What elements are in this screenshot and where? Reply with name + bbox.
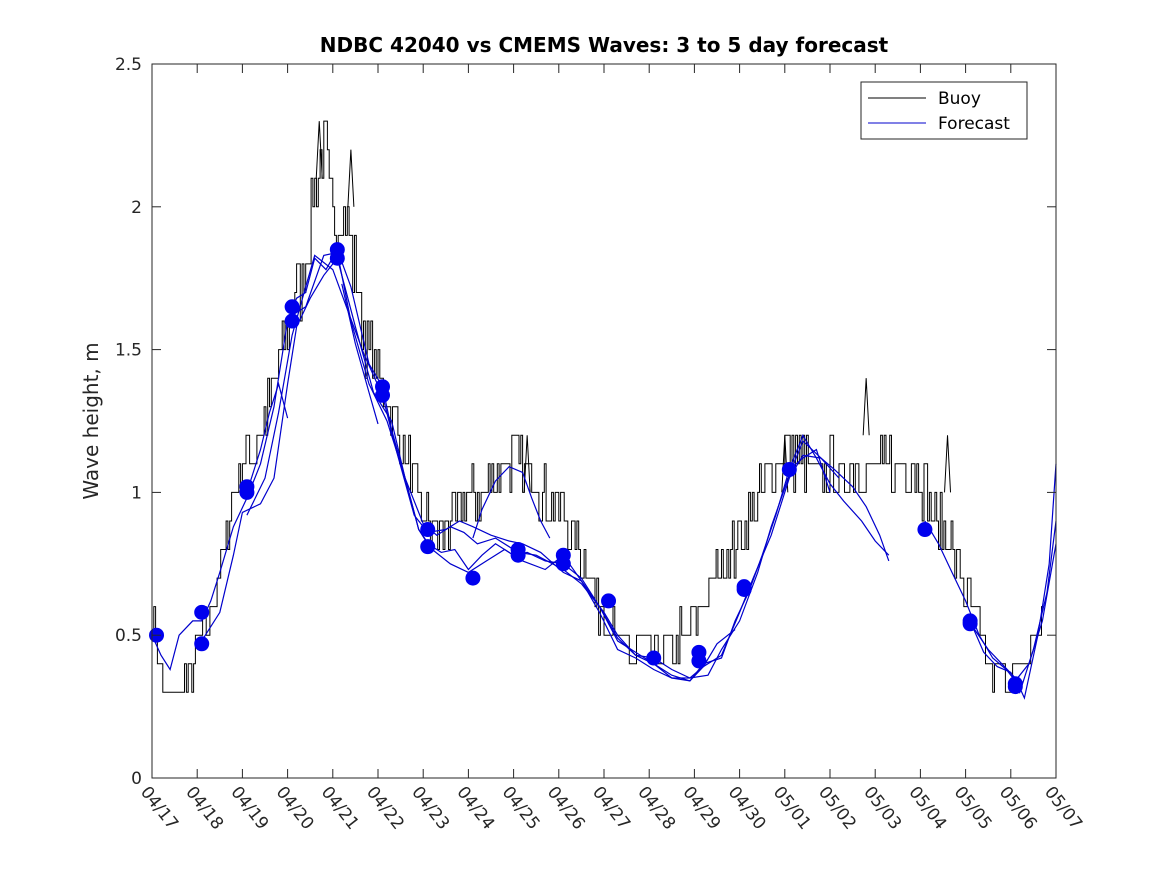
forecast-marker bbox=[555, 556, 571, 572]
forecast-series-line bbox=[472, 465, 551, 539]
forecast-marker bbox=[420, 522, 436, 538]
forecast-marker bbox=[329, 250, 345, 266]
forecast-marker bbox=[284, 313, 300, 329]
buoy-spike bbox=[315, 121, 323, 179]
forecast-marker bbox=[375, 387, 391, 403]
forecast-marker bbox=[646, 650, 662, 666]
buoy-spike bbox=[944, 435, 952, 493]
forecast-marker bbox=[194, 604, 210, 620]
legend-box bbox=[860, 81, 1028, 140]
buoy-spike bbox=[347, 149, 355, 207]
forecast-marker bbox=[465, 570, 481, 586]
legend: Buoy Forecast bbox=[860, 81, 1028, 140]
series-layer bbox=[149, 120, 1057, 700]
buoy-spike bbox=[862, 378, 870, 436]
forecast-marker bbox=[601, 593, 617, 609]
legend-forecast-label: Forecast bbox=[938, 114, 1010, 134]
y-tick-label: 1.5 bbox=[115, 341, 142, 361]
forecast-marker bbox=[239, 484, 255, 500]
forecast-marker bbox=[1007, 679, 1023, 695]
buoy-series-line bbox=[152, 120, 1044, 693]
forecast-marker bbox=[284, 299, 300, 315]
y-tick-label: 0 bbox=[131, 769, 142, 789]
forecast-marker bbox=[917, 522, 933, 538]
forecast-marker bbox=[510, 547, 526, 563]
y-axis-label: Wave height, m bbox=[79, 342, 103, 499]
forecast-marker bbox=[736, 582, 752, 598]
forecast-series-line bbox=[291, 251, 890, 679]
forecast-series-line bbox=[788, 433, 890, 556]
forecast-marker bbox=[781, 462, 797, 478]
forecast-series-line bbox=[246, 381, 289, 493]
y-tick-label: 0.5 bbox=[115, 626, 142, 646]
y-tick-label: 2.5 bbox=[115, 55, 142, 75]
buoy-spike bbox=[523, 435, 531, 493]
forecast-marker bbox=[691, 653, 707, 669]
forecast-marker bbox=[962, 616, 978, 632]
legend-buoy-label: Buoy bbox=[938, 89, 981, 109]
forecast-marker bbox=[194, 636, 210, 652]
y-tick-label: 2 bbox=[131, 198, 142, 218]
forecast-series-line bbox=[341, 283, 379, 425]
forecast-marker bbox=[420, 539, 436, 555]
chart-title: NDBC 42040 vs CMEMS Waves: 3 to 5 day fo… bbox=[320, 33, 889, 57]
y-tick-label: 1 bbox=[131, 483, 142, 503]
